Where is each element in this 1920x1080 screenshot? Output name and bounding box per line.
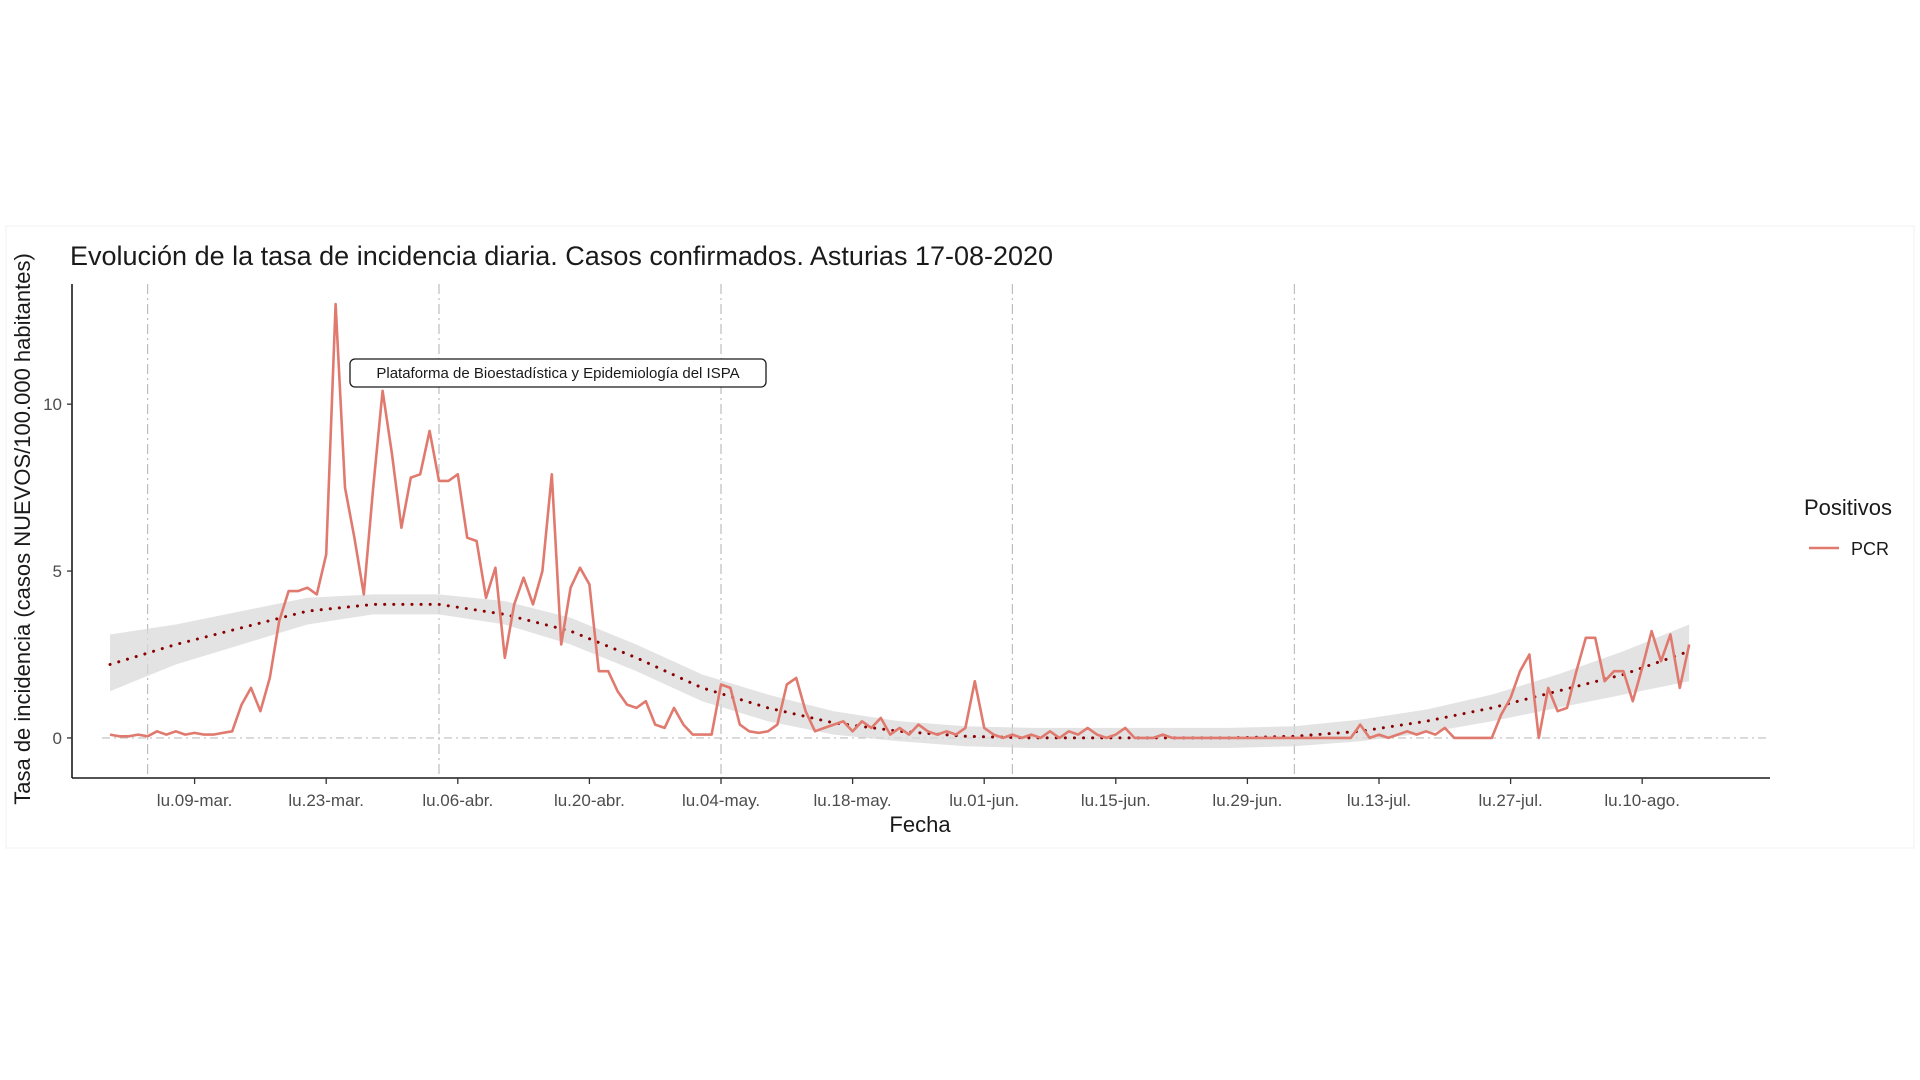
x-tick-label-6: lu.18-may.	[814, 791, 892, 810]
x-tick-label-7: lu.01-jun.	[949, 791, 1019, 810]
x-axis-title: Fecha	[889, 812, 951, 837]
legend-label-pcr: PCR	[1851, 539, 1889, 559]
annotation-box: Plataforma de Bioestadística y Epidemiol…	[349, 358, 767, 388]
x-tick-label-12: lu.10-ago.	[1604, 791, 1680, 810]
chart-title: Evolución de la tasa de incidencia diari…	[70, 241, 1053, 271]
y-tick-label-0: 0	[53, 729, 62, 748]
series-lines	[109, 302, 1691, 740]
panel-background	[5, 225, 1915, 849]
y-axis-title: Tasa de incidencia (casos NUEVOS/100.000…	[10, 253, 35, 805]
x-tick-label-10: lu.13-jul.	[1347, 791, 1411, 810]
y-tick-label-10: 10	[43, 395, 62, 414]
confidence-band	[110, 594, 1690, 748]
x-tick-label-11: lu.27-jul.	[1478, 791, 1542, 810]
x-tick-label-1: lu.09-mar.	[157, 791, 233, 810]
x-tick-label-5: lu.04-may.	[682, 791, 760, 810]
annotation-border	[349, 358, 767, 388]
y-tick-label-5: 5	[53, 562, 62, 581]
x-tick-label-3: lu.06-abr.	[422, 791, 493, 810]
x-tick-label-2: lu.23-mar.	[288, 791, 364, 810]
legend: Positivos PCR	[1804, 495, 1892, 559]
legend-title: Positivos	[1804, 495, 1892, 520]
x-tick-label-4: lu.20-abr.	[554, 791, 625, 810]
x-tick-label-8: lu.15-jun.	[1081, 791, 1151, 810]
band-area	[110, 594, 1690, 748]
series-line-pcr	[109, 302, 1691, 740]
axes: 0 5 10 lu.09-mar. lu.23-mar. lu.06-abr. lu.20-…	[43, 284, 1770, 810]
annotation-text: Plataforma de Bioestadística y Epidemiol…	[376, 365, 739, 382]
x-tick-label-9: lu.29-jun.	[1212, 791, 1282, 810]
